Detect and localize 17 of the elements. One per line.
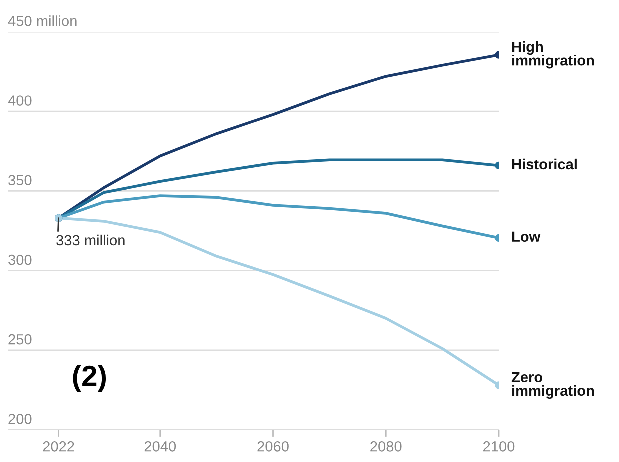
y-tick-label: 350 — [8, 175, 32, 186]
x-tick-label: 2060 — [258, 441, 289, 452]
x-tick-label: 2100 — [484, 441, 515, 452]
x-tick-label: 2080 — [370, 441, 402, 452]
annotation: 333 million — [56, 234, 125, 246]
x-tick-label: 2022 — [43, 441, 74, 452]
x-tick-label: 2040 — [144, 441, 176, 452]
annotation: (2) — [73, 365, 106, 392]
series-label: High immigration — [512, 41, 594, 69]
series-label: Low — [512, 232, 541, 242]
series-label: Zero immigration — [512, 372, 594, 400]
y-tick-label: 450 million — [8, 16, 77, 26]
series-label: Historical — [512, 158, 577, 170]
y-tick-label: 200 — [8, 414, 32, 424]
y-tick-label: 300 — [8, 254, 32, 266]
y-tick-label: 400 — [8, 96, 32, 106]
y-tick-label: 250 — [8, 334, 32, 345]
